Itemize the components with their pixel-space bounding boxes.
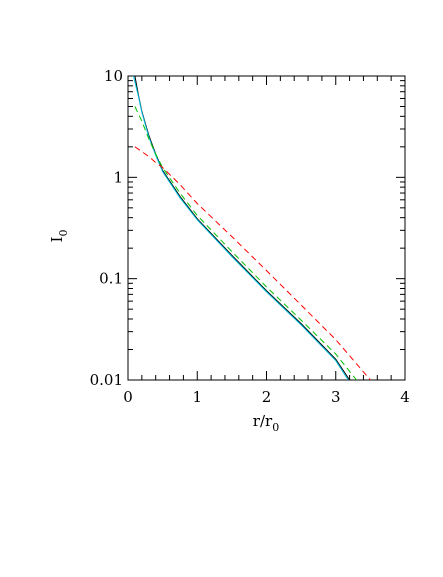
y-tick-label: 0.1 xyxy=(99,270,123,288)
x-axis-label: r/r0 xyxy=(253,412,279,434)
curve xyxy=(134,146,371,381)
x-tick-label: 2 xyxy=(262,388,272,406)
x-label-text: r/r xyxy=(253,412,273,430)
curve xyxy=(133,75,349,381)
plot-frame xyxy=(127,75,406,381)
x-label-sub: 0 xyxy=(272,421,279,434)
x-tick-label: 3 xyxy=(331,388,341,406)
curve xyxy=(134,75,351,381)
x-tick-label: 4 xyxy=(400,388,410,406)
y-label-sub: 0 xyxy=(57,230,70,237)
x-tick-label: 0 xyxy=(123,388,133,406)
curve xyxy=(134,106,357,381)
y-tick-label: 1 xyxy=(113,168,123,186)
x-tick-label: 1 xyxy=(192,388,202,406)
y-label-text: I xyxy=(48,236,66,242)
y-axis-label: I0 xyxy=(48,230,70,243)
y-tick-label: 10 xyxy=(104,67,123,85)
y-tick-label: 0.01 xyxy=(90,371,123,389)
